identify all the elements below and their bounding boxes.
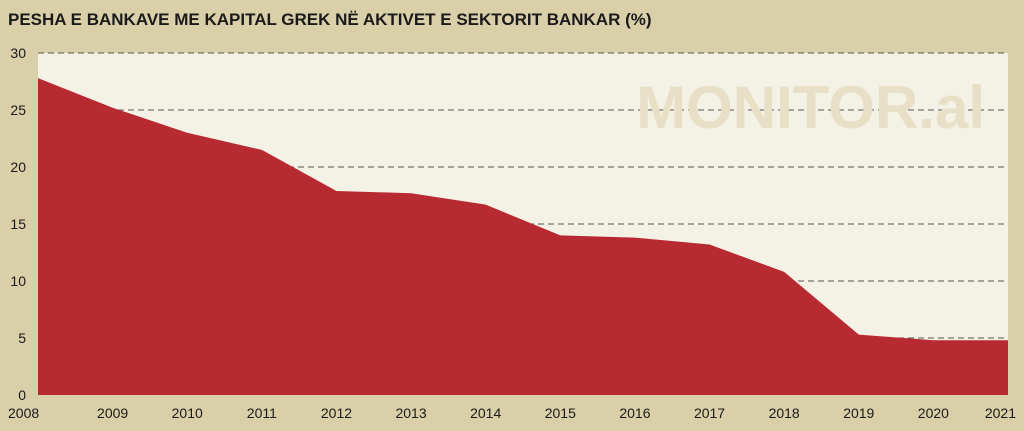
- x-tick-label: 2020: [918, 405, 949, 421]
- x-tick-label: 2016: [619, 405, 650, 421]
- x-tick-label: 2015: [545, 405, 576, 421]
- x-tick-label: 2017: [694, 405, 725, 421]
- y-tick-label: 0: [18, 387, 26, 403]
- x-tick-label: 2011: [247, 405, 277, 421]
- y-axis: 0 5 10 15 20 25 30: [10, 45, 26, 403]
- x-tick-label: 2008: [8, 405, 39, 421]
- y-tick-label: 15: [10, 216, 26, 232]
- y-tick-label: 25: [10, 102, 26, 118]
- chart-title: PESHA E BANKAVE ME KAPITAL GREK NË AKTIV…: [8, 10, 652, 29]
- x-tick-label: 2009: [97, 405, 128, 421]
- y-tick-label: 5: [18, 330, 26, 346]
- x-tick-label: 2012: [321, 405, 352, 421]
- x-axis: 2008 2009 2010 2011 2012 2013 2014 2015 2016 2017…: [8, 405, 1016, 421]
- x-tick-label: 2010: [172, 405, 203, 421]
- y-tick-label: 30: [10, 45, 26, 61]
- series-area: [38, 78, 1008, 395]
- watermark: MONITOR.al: [636, 74, 985, 141]
- y-tick-label: 20: [10, 159, 26, 175]
- x-tick-label: 2021: [985, 405, 1016, 421]
- x-tick-label: 2014: [470, 405, 501, 421]
- y-tick-label: 10: [10, 273, 26, 289]
- x-tick-label: 2019: [843, 405, 874, 421]
- x-tick-label: 2013: [395, 405, 426, 421]
- x-tick-label: 2018: [769, 405, 800, 421]
